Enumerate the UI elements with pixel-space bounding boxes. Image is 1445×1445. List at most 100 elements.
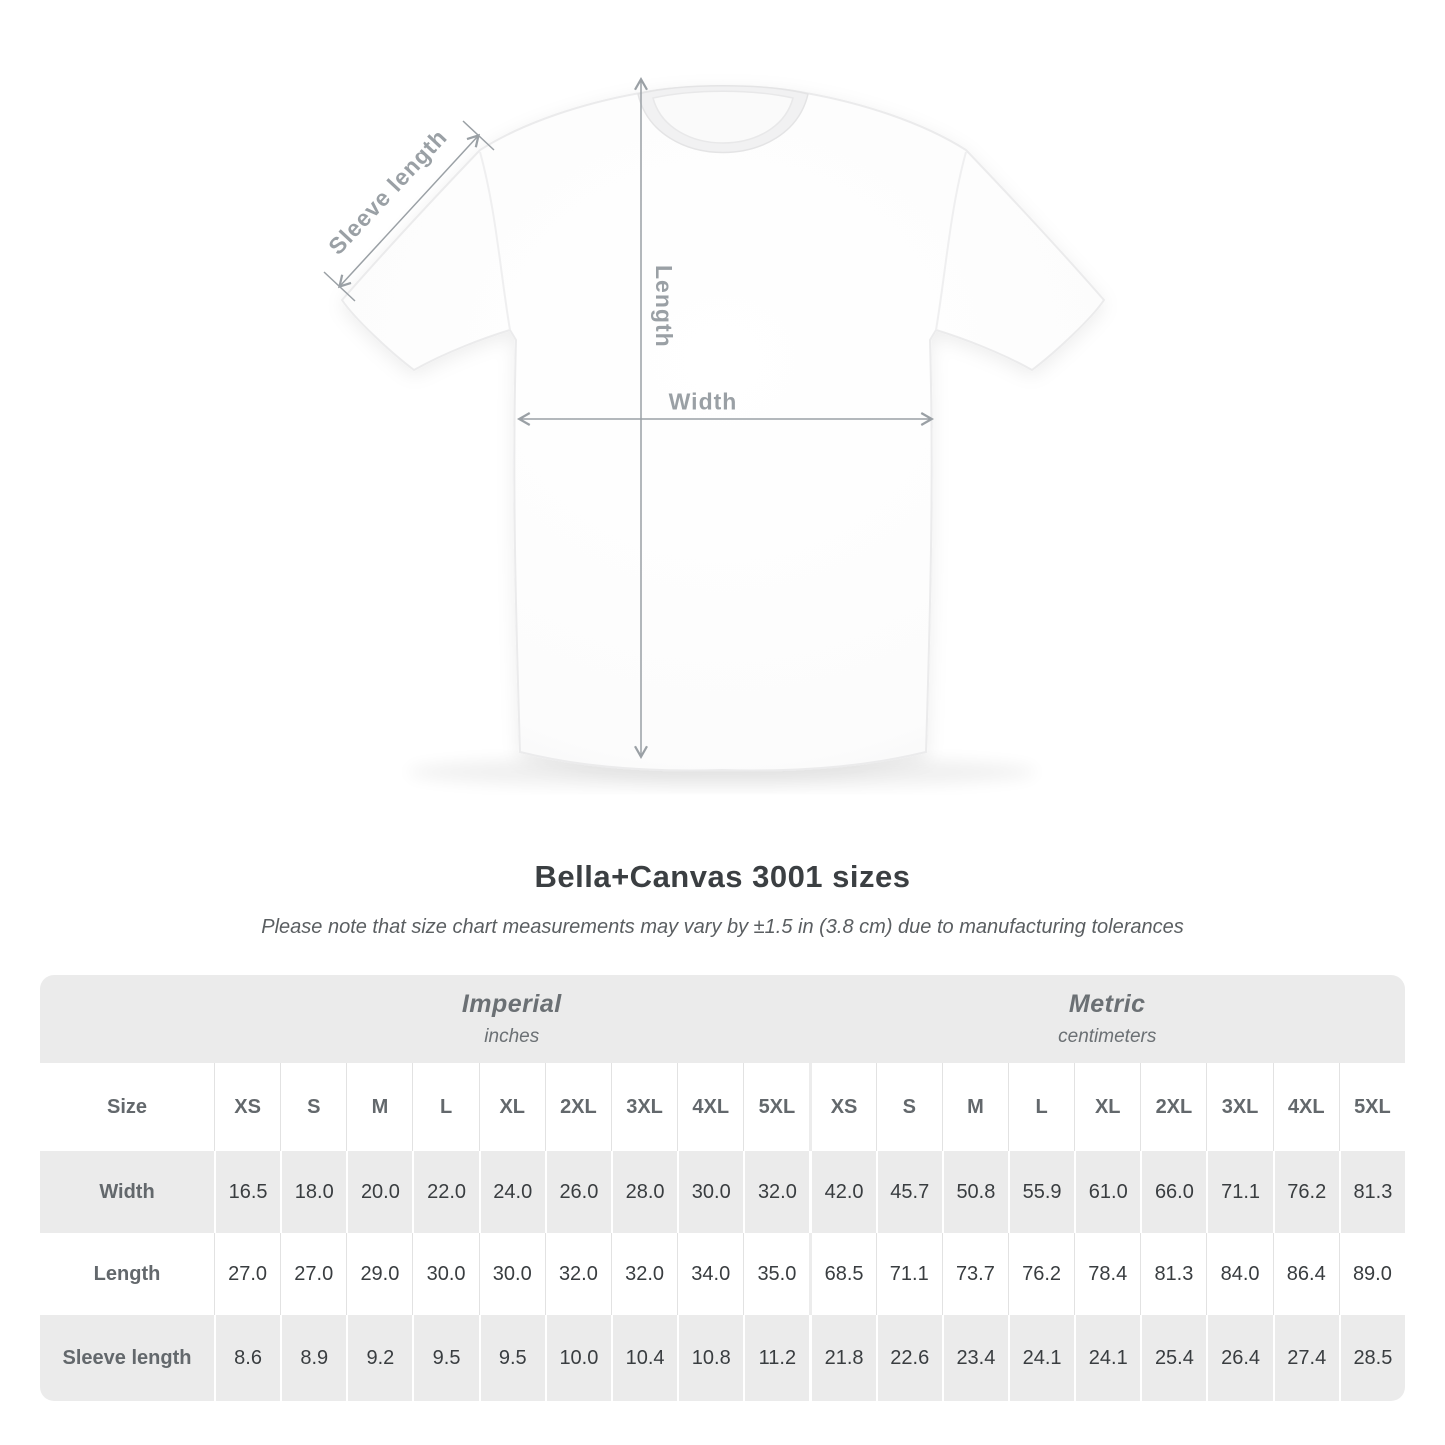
measurement-value: 34.0 [677, 1233, 743, 1315]
measurement-value: 28.0 [610, 1151, 677, 1233]
size-header-metric-m: M [941, 1063, 1008, 1151]
measurement-value: 10.0 [544, 1315, 611, 1401]
size-header-metric-xl: XL [1074, 1063, 1140, 1151]
measurement-value: 10.4 [610, 1315, 677, 1401]
measurement-value: 24.1 [1074, 1315, 1140, 1401]
measurement-value: 26.4 [1206, 1315, 1272, 1401]
size-header-row: Size XS S M L XL 2XL 3XL 4XL 5XL XS S M L XL 2XL 3XL 4XL 5… [40, 1063, 1405, 1151]
measurement-value: 16.5 [214, 1151, 280, 1233]
metric-label: Metric [1068, 990, 1146, 1018]
size-header-metric-5xl: 5XL [1338, 1063, 1405, 1151]
table-row: Sleeve length 8.6 8.9 9.2 9.5 9.5 10.0 10.4 10.8… [40, 1315, 1405, 1401]
size-header-metric-l: L [1007, 1063, 1074, 1151]
measurement-value: 25.4 [1140, 1315, 1206, 1401]
page-title: Bella+Canvas 3001 sizes [534, 859, 911, 894]
measurement-value: 68.5 [809, 1233, 875, 1315]
sleeve-length-arrow [337, 133, 481, 289]
measurement-value: 9.5 [412, 1315, 478, 1401]
length-label: Length [651, 265, 677, 348]
measurement-value: 45.7 [875, 1151, 942, 1233]
measurement-value: 24.0 [478, 1151, 545, 1233]
size-header-metric-4xl: 4XL [1272, 1063, 1339, 1151]
tshirt-image [323, 76, 1106, 788]
measurement-value: 26.0 [544, 1151, 611, 1233]
measurement-value: 81.3 [1338, 1151, 1405, 1233]
measurement-value: 76.2 [1272, 1151, 1339, 1233]
measurement-value: 22.6 [875, 1315, 942, 1401]
shirt-shadow [407, 756, 1037, 788]
measurement-value: 66.0 [1140, 1151, 1206, 1233]
right-sleeve-seam [935, 151, 967, 331]
unit-header-spacer [40, 975, 214, 1063]
measurement-value: 11.2 [743, 1315, 809, 1401]
table-row: Length 27.0 27.0 29.0 30.0 30.0 32.0 32.0 34.0 35… [40, 1233, 1405, 1315]
size-header-imperial-l: L [412, 1063, 478, 1151]
measurement-value: 32.0 [544, 1233, 611, 1315]
unit-header-row: Imperial inches Metric centimeters [40, 975, 1405, 1063]
sleeve-tick-top [462, 120, 495, 151]
dimension-arrows [323, 76, 935, 760]
measurement-value: 35.0 [743, 1233, 809, 1315]
measurement-value: 22.0 [412, 1151, 478, 1233]
size-header-imperial-s: S [280, 1063, 346, 1151]
tshirt-measurement-diagram: Sleeve length Length Width [323, 76, 1106, 788]
measurement-value: 78.4 [1074, 1233, 1140, 1315]
size-header-metric-xs: XS [809, 1063, 875, 1151]
size-header-metric-2xl: 2XL [1140, 1063, 1206, 1151]
left-sleeve-seam [479, 151, 511, 331]
measurement-value: 8.6 [214, 1315, 280, 1401]
measurement-value: 50.8 [941, 1151, 1008, 1233]
row-label-length: Length [93, 1262, 161, 1285]
imperial-header: Imperial inches [214, 975, 810, 1063]
measurement-value: 32.0 [610, 1233, 677, 1315]
sleeve-tick-bottom [323, 271, 356, 302]
measurement-value: 23.4 [941, 1315, 1008, 1401]
size-column-header: Size [106, 1095, 148, 1118]
measurement-value: 81.3 [1140, 1233, 1206, 1315]
row-label-sleeve-length: Sleeve length [62, 1346, 192, 1369]
measurement-value: 42.0 [809, 1151, 875, 1233]
measurement-value: 32.0 [743, 1151, 809, 1233]
size-header-metric-s: S [875, 1063, 942, 1151]
size-header-imperial-5xl: 5XL [743, 1063, 809, 1151]
measurement-value: 76.2 [1007, 1233, 1074, 1315]
size-header-imperial-2xl: 2XL [544, 1063, 611, 1151]
measurement-value: 73.7 [941, 1233, 1008, 1315]
measurement-value: 61.0 [1074, 1151, 1140, 1233]
measurement-value: 71.1 [1206, 1151, 1272, 1233]
size-header-imperial-m: M [346, 1063, 412, 1151]
measurement-value: 30.0 [412, 1233, 478, 1315]
tolerance-note: Please note that size chart measurements… [261, 916, 1184, 938]
size-header-imperial-xs: XS [214, 1063, 280, 1151]
measurement-value: 30.0 [478, 1233, 545, 1315]
measurement-value: 8.9 [280, 1315, 346, 1401]
measurement-value: 24.1 [1007, 1315, 1074, 1401]
imperial-label: Imperial [461, 990, 562, 1018]
tshirt-body [340, 85, 1106, 772]
width-label: Width [668, 388, 738, 415]
measurement-value: 10.8 [677, 1315, 743, 1401]
measurement-value: 9.5 [478, 1315, 545, 1401]
measurement-value: 28.5 [1338, 1315, 1405, 1401]
measurement-value: 27.0 [214, 1233, 280, 1315]
imperial-unit: inches [484, 1026, 540, 1047]
row-label-width: Width [99, 1180, 155, 1203]
measurement-value: 18.0 [280, 1151, 346, 1233]
measurement-value: 20.0 [346, 1151, 412, 1233]
measurement-value: 86.4 [1272, 1233, 1339, 1315]
measurement-value: 55.9 [1007, 1151, 1074, 1233]
size-header-imperial-3xl: 3XL [610, 1063, 677, 1151]
measurement-value: 29.0 [346, 1233, 412, 1315]
measurement-value: 89.0 [1338, 1233, 1405, 1315]
table-row: Width 16.5 18.0 20.0 22.0 24.0 26.0 28.0 30.0 32.… [40, 1151, 1405, 1233]
size-header-metric-3xl: 3XL [1206, 1063, 1272, 1151]
measurement-value: 27.4 [1272, 1315, 1339, 1401]
measurement-value: 9.2 [346, 1315, 412, 1401]
measurement-value: 21.8 [809, 1315, 875, 1401]
collar-band [652, 90, 794, 144]
size-header-imperial-xl: XL [478, 1063, 545, 1151]
size-header-imperial-4xl: 4XL [677, 1063, 743, 1151]
measurement-value: 30.0 [677, 1151, 743, 1233]
metric-unit: centimeters [1058, 1026, 1157, 1047]
